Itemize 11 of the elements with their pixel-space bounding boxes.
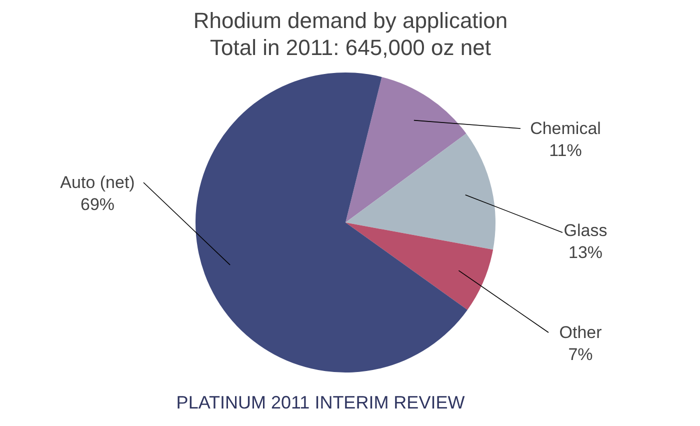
data-label: 13%	[568, 243, 603, 262]
chart-title: Rhodium demand by application	[193, 8, 508, 33]
data-label: 11%	[549, 141, 582, 160]
text: PLATINUM 2011 INTERIM REVIEW	[176, 392, 465, 412]
slice-label: Other	[559, 323, 602, 342]
chart-subtitle: Total in 2011: 645,000 oz net	[210, 35, 491, 60]
slice-label: Auto (net)	[60, 173, 135, 192]
slice-label: Chemical	[530, 119, 601, 138]
slice-label: Glass	[564, 221, 608, 240]
data-label: 7%	[568, 345, 593, 364]
data-label: 69%	[80, 195, 115, 214]
